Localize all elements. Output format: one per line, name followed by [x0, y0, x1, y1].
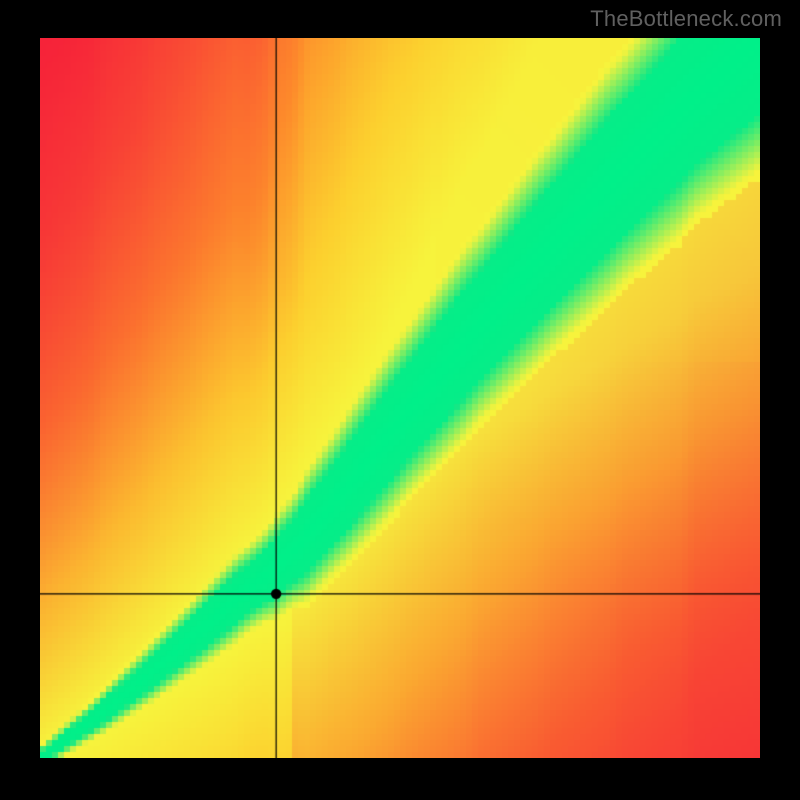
- bottleneck-heatmap: [40, 38, 760, 758]
- outer-frame: TheBottleneck.com: [0, 0, 800, 800]
- watermark-text: TheBottleneck.com: [590, 6, 782, 32]
